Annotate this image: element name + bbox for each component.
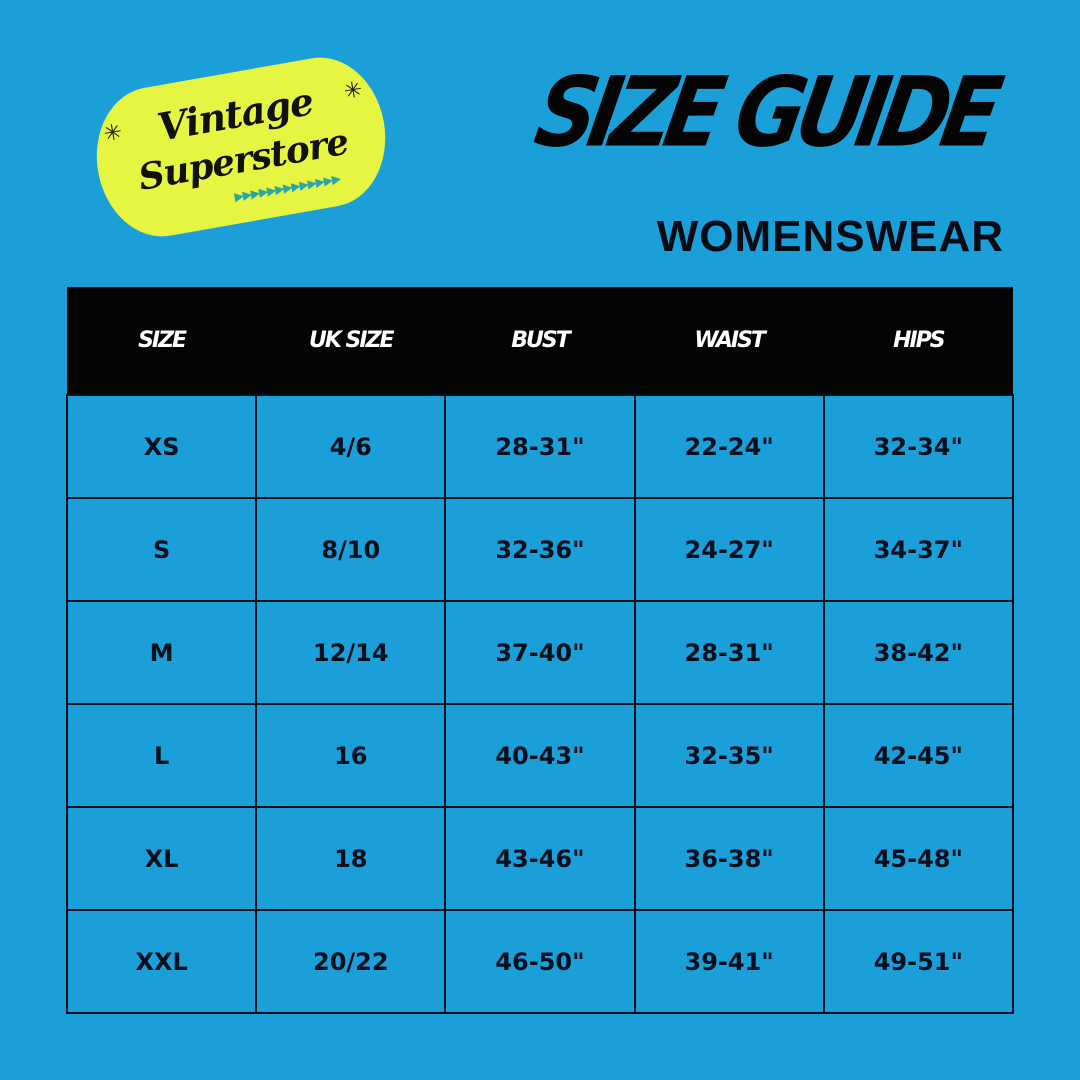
cell-bust: 28-31"	[444, 394, 636, 499]
table-header-row: SIZE UK SIZE BUST WAIST HIPS	[67, 287, 1013, 395]
header-bust: BUST	[445, 287, 635, 395]
cell-hips: 38-42"	[822, 600, 1015, 705]
table-row: S 8/10 32-36" 24-27" 34-37"	[65, 497, 1015, 602]
cell-size: L	[65, 703, 258, 808]
vintage-superstore-logo: ✳ ✳ Vintage Superstore ▶▶▶▶▶▶▶▶▶▶▶▶▶	[85, 47, 397, 247]
cell-waist: 22-24"	[633, 394, 825, 499]
table-row: XS 4/6 28-31" 22-24" 32-34"	[65, 394, 1015, 499]
cell-hips: 45-48"	[822, 806, 1015, 911]
cell-size: XS	[65, 394, 258, 499]
header-uk-size: UK SIZE	[256, 287, 446, 395]
cell-size: XL	[65, 806, 258, 911]
cell-waist: 36-38"	[633, 806, 825, 911]
header-waist: WAIST	[634, 287, 824, 395]
cell-bust: 37-40"	[444, 600, 636, 705]
cell-bust: 40-43"	[444, 703, 636, 808]
cell-hips: 49-51"	[822, 909, 1015, 1014]
cell-bust: 46-50"	[444, 909, 636, 1014]
table-row: XL 18 43-46" 36-38" 45-48"	[65, 806, 1015, 911]
size-table: SIZE UK SIZE BUST WAIST HIPS XS 4/6 28-31"…	[65, 287, 1015, 1014]
cell-waist: 24-27"	[633, 497, 825, 602]
cell-size: M	[65, 600, 258, 705]
cell-uk-size: 8/10	[255, 497, 447, 602]
cell-bust: 32-36"	[444, 497, 636, 602]
cell-uk-size: 16	[255, 703, 447, 808]
cell-waist: 28-31"	[633, 600, 825, 705]
cell-uk-size: 12/14	[255, 600, 447, 705]
cell-waist: 39-41"	[633, 909, 825, 1014]
cell-size: XXL	[65, 909, 258, 1014]
table-row: M 12/14 37-40" 28-31" 38-42"	[65, 600, 1015, 705]
page-title: SIZE GUIDE	[527, 55, 1003, 169]
table-row: L 16 40-43" 32-35" 42-45"	[65, 703, 1015, 808]
page-subtitle: WOMENSWEAR	[656, 212, 1004, 261]
header-size: SIZE	[67, 287, 257, 395]
cell-size: S	[65, 497, 258, 602]
cell-uk-size: 18	[255, 806, 447, 911]
cell-waist: 32-35"	[633, 703, 825, 808]
cell-hips: 34-37"	[822, 497, 1015, 602]
cell-hips: 32-34"	[822, 394, 1015, 499]
cell-uk-size: 20/22	[255, 909, 447, 1014]
table-row: XXL 20/22 46-50" 39-41" 49-51"	[65, 909, 1015, 1014]
header-hips: HIPS	[823, 287, 1013, 395]
cell-bust: 43-46"	[444, 806, 636, 911]
cell-hips: 42-45"	[822, 703, 1015, 808]
cell-uk-size: 4/6	[255, 394, 447, 499]
